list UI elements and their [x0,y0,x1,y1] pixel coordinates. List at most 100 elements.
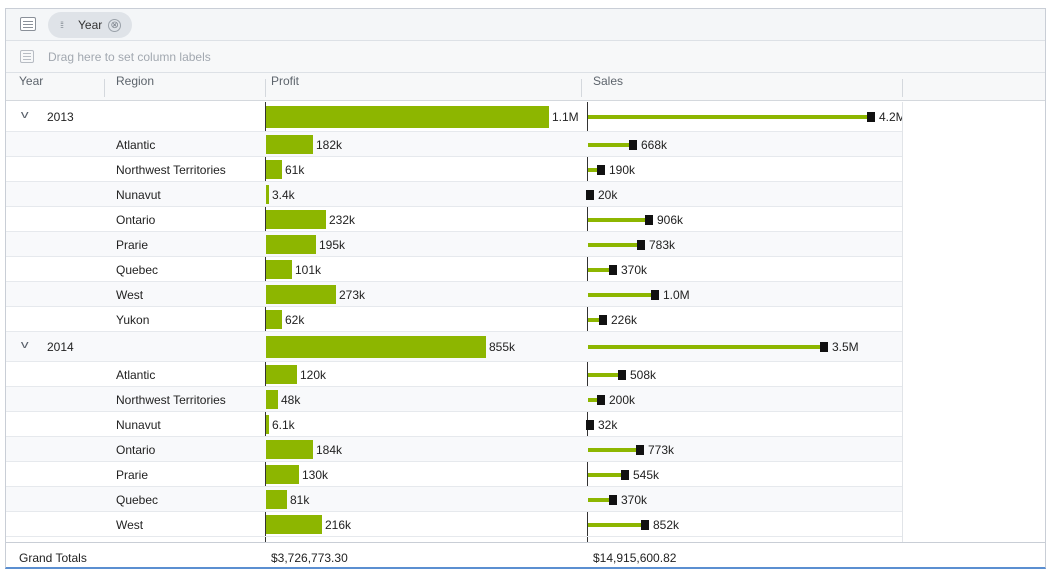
sales-marker [609,265,617,275]
collapse-chevron-icon[interactable]: v [20,339,29,351]
sales-bar [588,318,603,322]
sales-bar [588,473,625,477]
sales-value-label: 4.2M [879,110,902,124]
profit-value-label: 182k [316,138,343,152]
profit-value-label: 48k [281,393,301,407]
column-header-row: Year Region Profit Sales [6,73,1045,101]
table-row[interactable]: West 216k 852k [6,512,902,537]
region-label: Quebec [116,493,159,507]
sales-value-label: 668k [641,138,668,152]
year-label: 2014 [47,340,74,354]
sales-bar [588,523,645,527]
sales-bar [588,498,613,502]
profit-value-label: 101k [295,263,322,277]
sales-value-label: 32k [598,418,618,432]
profit-bar [266,415,269,434]
table-row[interactable]: Ontario 184k 773k [6,437,902,462]
sales-marker [586,420,594,430]
year-group-chip[interactable]: ⁞⁞ Year ⊗ [48,12,132,38]
sales-marker [586,190,594,200]
column-resize-handle[interactable] [265,79,266,97]
profit-bar [266,160,282,179]
table-row[interactable]: Quebec 101k 370k [6,257,902,282]
profit-bar [266,365,297,384]
sales-marker [641,520,649,530]
sales-marker [629,140,637,150]
sales-value-label: 545k [633,468,660,482]
chip-label: Year [78,18,103,32]
region-label: Quebec [116,263,159,277]
table-row[interactable]: Yukon 62k 226k [6,307,902,332]
table-row[interactable]: Northwest Territories 61k 190k [6,157,902,182]
pivot-grid: ⁞⁞ Year ⊗ Drag here to set column labels… [5,8,1046,569]
table-row[interactable]: Atlantic 182k 668k [6,132,902,157]
sales-value-label: 190k [609,163,636,177]
chip-remove-icon[interactable]: ⊗ [108,18,122,32]
region-label: Atlantic [116,138,156,152]
profit-bar [266,310,282,329]
year-label: 2013 [47,110,74,124]
region-label: West [116,518,144,532]
profit-bar [266,135,313,154]
profit-value-label: 184k [316,443,343,457]
collapse-chevron-icon[interactable]: v [20,109,29,121]
table-row[interactable]: Prarie 130k 545k [6,462,902,487]
profit-value-label: 1.1M [552,110,579,124]
region-label: Nunavut [116,188,161,202]
sales-bar [588,345,824,349]
header-sales[interactable]: Sales [593,74,624,88]
profit-value-label: 273k [339,288,366,302]
profit-bar [266,235,316,254]
region-label: Nunavut [116,418,161,432]
profit-bar [266,390,278,409]
profit-bar [266,106,549,128]
group-row-2013[interactable]: v 2013 1.1M 4.2M [6,102,902,132]
table-row[interactable]: Nunavut 3.4k 20k [6,182,902,207]
grid-menu-icon[interactable] [20,17,36,31]
profit-value-label: 6.1k [272,418,295,432]
group-row-2014[interactable]: v 2014 855k 3.5M [6,332,902,362]
sales-bar [588,168,601,172]
column-resize-handle[interactable] [902,79,903,97]
profit-bar [266,490,287,509]
table-row[interactable]: Atlantic 120k 508k [6,362,902,387]
sales-marker [597,165,605,175]
sales-bar [588,373,622,377]
sales-marker [621,470,629,480]
region-label: Northwest Territories [116,163,226,177]
sales-value-label: 370k [621,493,648,507]
row-grouping-panel: ⁞⁞ Year ⊗ [6,9,1045,41]
table-row[interactable]: Quebec 81k 370k [6,487,902,512]
grid-body[interactable]: v 2013 1.1M 4.2M Atlantic 182k 668k Northwest T… [6,102,1045,542]
table-row[interactable]: Northwest Territories 48k 200k [6,387,902,412]
profit-value-label: 81k [290,493,310,507]
sales-axis-line [587,102,588,542]
profit-value-label: 120k [300,368,327,382]
drag-handle-icon[interactable]: ⁞⁞ [60,20,64,30]
profit-bar [266,210,326,229]
column-resize-handle[interactable] [104,79,105,97]
sales-marker [618,370,626,380]
header-region[interactable]: Region [116,74,155,88]
profit-bar [266,336,486,358]
profit-value-label: 130k [302,468,329,482]
table-row[interactable]: Ontario 232k 906k [6,207,902,232]
column-labels-drop-zone[interactable]: Drag here to set column labels [6,41,1045,73]
table-row[interactable]: Prarie 195k 783k [6,232,902,257]
profit-total: $3,726,773.30 [271,551,348,565]
profit-bar [266,465,299,484]
sales-bar [588,398,601,402]
table-row[interactable]: Nunavut 6.1k 32k [6,412,902,437]
header-profit[interactable]: Profit [271,74,300,88]
sales-value-label: 20k [598,188,618,202]
column-labels-icon [20,50,34,63]
region-label: Ontario [116,443,156,457]
column-resize-handle[interactable] [581,79,582,97]
sales-value-label: 3.5M [832,340,859,354]
header-year[interactable]: Year [19,74,44,88]
sales-total: $14,915,600.82 [593,551,677,565]
sales-value-label: 200k [609,393,636,407]
grand-totals-label: Grand Totals [19,551,87,565]
table-row[interactable]: West 273k 1.0M [6,282,902,307]
profit-value-label: 232k [329,213,356,227]
